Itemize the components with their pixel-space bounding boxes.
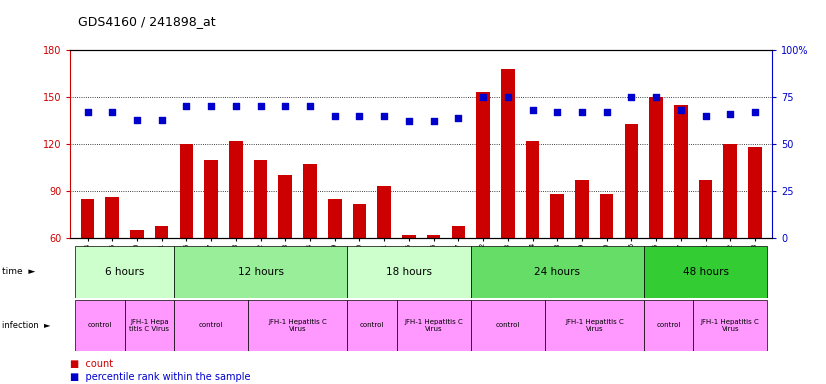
Bar <box>693 300 767 351</box>
Point <box>477 94 490 100</box>
Point <box>303 103 316 109</box>
Bar <box>179 144 193 332</box>
Bar <box>204 160 218 332</box>
Point <box>81 109 94 115</box>
Text: 18 hours: 18 hours <box>386 266 432 277</box>
Point <box>180 103 193 109</box>
Bar <box>106 197 119 332</box>
Bar <box>545 300 643 351</box>
Bar <box>125 300 174 351</box>
Bar <box>550 194 564 332</box>
Bar <box>724 144 737 332</box>
Bar <box>303 164 317 332</box>
Point <box>576 109 589 115</box>
Bar <box>347 246 471 298</box>
Bar <box>174 300 248 351</box>
Point <box>600 109 613 115</box>
Bar <box>471 300 545 351</box>
Bar <box>643 246 767 298</box>
Point <box>278 103 292 109</box>
Bar <box>600 194 614 332</box>
Bar <box>278 175 292 332</box>
Bar <box>402 235 415 332</box>
Bar <box>649 97 663 332</box>
Point <box>674 107 687 113</box>
Point <box>402 118 415 124</box>
Point <box>452 114 465 121</box>
Bar <box>81 199 94 332</box>
Text: control: control <box>657 323 681 328</box>
Text: JFH-1 Hepatitis C
Virus: JFH-1 Hepatitis C Virus <box>404 319 463 332</box>
Bar <box>377 186 391 332</box>
Bar <box>575 180 589 332</box>
Point <box>377 113 391 119</box>
Bar <box>229 141 243 332</box>
Point <box>328 113 341 119</box>
Bar <box>174 246 347 298</box>
Text: 12 hours: 12 hours <box>238 266 283 277</box>
Bar <box>643 300 693 351</box>
Point <box>724 111 737 117</box>
Point <box>624 94 638 100</box>
Point <box>230 103 243 109</box>
Text: JFH-1 Hepatitis C
Virus: JFH-1 Hepatitis C Virus <box>701 319 760 332</box>
Bar <box>624 124 638 332</box>
Text: JFH-1 Hepatitis C
Virus: JFH-1 Hepatitis C Virus <box>268 319 327 332</box>
Bar <box>427 235 440 332</box>
Text: 6 hours: 6 hours <box>105 266 145 277</box>
Bar <box>674 105 687 332</box>
Point <box>205 103 218 109</box>
Bar <box>75 300 125 351</box>
Text: control: control <box>88 323 112 328</box>
Text: infection  ►: infection ► <box>2 321 50 330</box>
Text: control: control <box>496 323 520 328</box>
Bar <box>248 300 347 351</box>
Bar <box>699 180 712 332</box>
Point <box>155 116 169 122</box>
Text: GDS4160 / 241898_at: GDS4160 / 241898_at <box>78 15 216 28</box>
Bar <box>254 160 268 332</box>
Point <box>748 109 762 115</box>
Bar <box>328 199 341 332</box>
Point <box>427 118 440 124</box>
Point <box>106 109 119 115</box>
Bar <box>471 246 643 298</box>
Bar <box>347 300 396 351</box>
Text: JFH-1 Hepatitis C
Virus: JFH-1 Hepatitis C Virus <box>565 319 624 332</box>
Bar <box>452 225 465 332</box>
Bar <box>396 300 471 351</box>
Text: JFH-1 Hepa
titis C Virus: JFH-1 Hepa titis C Virus <box>130 319 169 332</box>
Bar <box>477 92 490 332</box>
Text: ■  count: ■ count <box>70 359 113 369</box>
Text: time  ►: time ► <box>2 267 35 276</box>
Bar <box>75 246 174 298</box>
Text: 48 hours: 48 hours <box>682 266 729 277</box>
Bar <box>525 141 539 332</box>
Point <box>353 113 366 119</box>
Bar <box>501 69 515 332</box>
Point <box>254 103 267 109</box>
Text: control: control <box>199 323 223 328</box>
Bar <box>155 225 169 332</box>
Text: 24 hours: 24 hours <box>534 266 580 277</box>
Bar <box>748 147 762 332</box>
Bar <box>353 204 366 332</box>
Point <box>501 94 515 100</box>
Bar <box>131 230 144 332</box>
Point <box>131 116 144 122</box>
Point <box>551 109 564 115</box>
Text: control: control <box>359 323 384 328</box>
Point <box>526 107 539 113</box>
Point <box>699 113 712 119</box>
Point <box>649 94 662 100</box>
Text: ■  percentile rank within the sample: ■ percentile rank within the sample <box>70 372 251 382</box>
